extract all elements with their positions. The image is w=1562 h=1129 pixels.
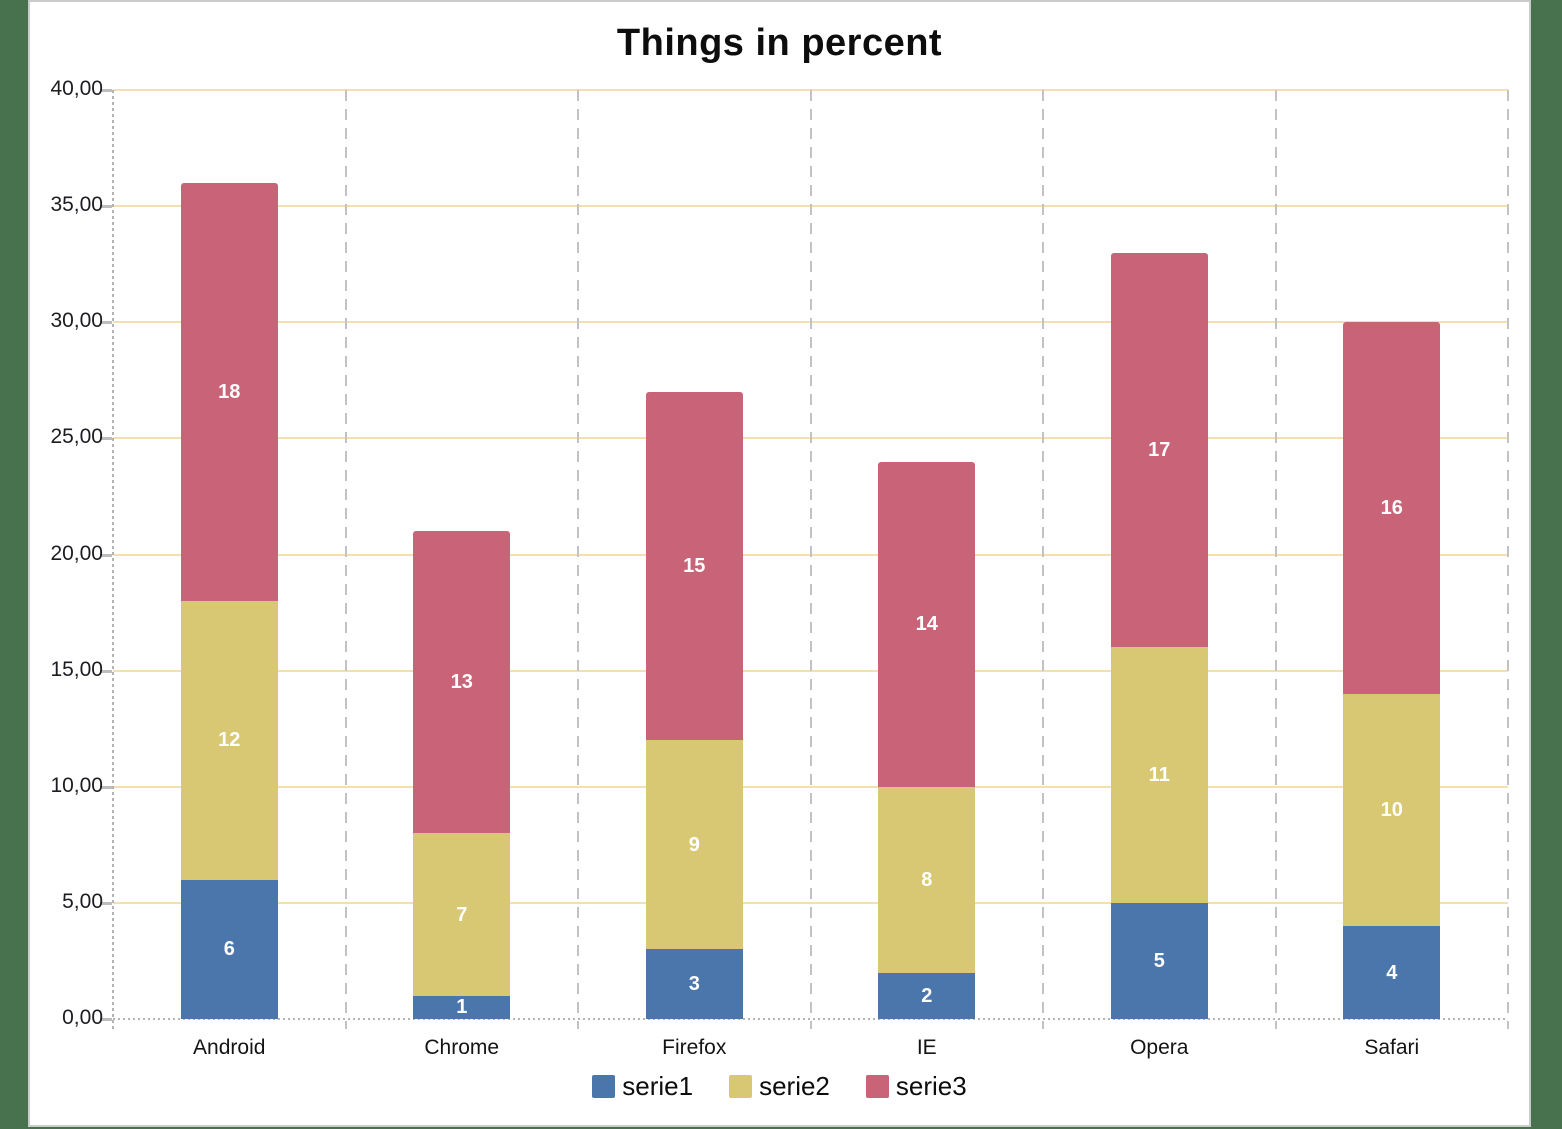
bar-segment-serie2 (878, 786, 976, 973)
bar-segment-serie2 (180, 600, 278, 880)
gridline-vertical-separator (577, 90, 579, 1029)
bar-value-label: 5 (1153, 949, 1165, 972)
bar-value-label: 13 (450, 671, 473, 694)
bar-segment-serie1 (1343, 926, 1441, 1019)
bar-segment-serie2 (1343, 693, 1441, 927)
x-axis-category-label: IE (916, 1036, 937, 1059)
y-axis-tick-label: 5,00 (62, 889, 103, 913)
stacked-bar-safari: 4 10 16 (1343, 322, 1441, 1019)
legend-item-serie3: serie3 (865, 1070, 967, 1102)
bar-value-label: 14 (915, 613, 938, 636)
bar-value-label: 1 (456, 996, 468, 1019)
y-axis-tick (100, 1018, 112, 1021)
y-axis-tick (100, 437, 112, 441)
gridline-vertical-separator (344, 90, 347, 1029)
y-axis-tick-label: 0,00 (62, 1006, 103, 1029)
bar-value-label: 2 (921, 984, 933, 1007)
stacked-bar-firefox: 3 9 15 (645, 391, 743, 1019)
x-axis-category-label: Chrome (424, 1036, 500, 1059)
y-axis-tick (100, 205, 112, 209)
bar-value-label: 10 (1380, 798, 1403, 821)
stacked-bar-opera: 5 11 17 (1110, 252, 1208, 1019)
legend-swatch-serie1 (592, 1074, 616, 1098)
x-axis-category-label: Firefox (662, 1036, 727, 1059)
chart-panel: Things in percent 0,00 5,00 10,00 15,00 20,0… (28, 0, 1531, 1127)
bar-value-label: 18 (218, 380, 241, 403)
bar-segment-serie2 (413, 833, 511, 996)
legend-label: serie2 (759, 1070, 830, 1101)
bar-value-label: 17 (1148, 439, 1171, 461)
bar-value-label: 9 (688, 833, 700, 856)
legend-item-serie1: serie1 (592, 1071, 693, 1102)
bar-segment-serie1 (413, 995, 511, 1019)
bar-segment-serie3 (878, 461, 976, 787)
bar-value-label: 16 (1380, 497, 1403, 520)
bar-segment-serie3 (413, 531, 511, 834)
bar-segment-serie1 (645, 949, 743, 1019)
stacked-bar-chrome: 1 7 13 (413, 531, 511, 1019)
y-axis-tick-label: 25,00 (50, 425, 103, 449)
y-axis-tick (100, 785, 112, 789)
bar-segment-serie3 (1343, 322, 1441, 694)
bar-segment-serie1 (878, 972, 976, 1019)
bar-value-label: 6 (223, 938, 235, 961)
gridline-vertical-separator (1507, 90, 1509, 1029)
y-axis-tick (100, 89, 112, 92)
y-axis-tick (100, 321, 112, 325)
y-axis-tick-label: 30,00 (50, 309, 103, 333)
bar-value-label: 7 (456, 903, 468, 926)
x-axis-category-label: Android (193, 1036, 266, 1059)
y-axis-tick-label: 40,00 (50, 77, 103, 100)
legend-swatch-serie3 (865, 1074, 889, 1098)
bar-value-label: 3 (688, 973, 700, 996)
bar-value-label: 8 (921, 868, 933, 891)
y-axis-tick-label: 10,00 (50, 773, 103, 797)
bar-segment-serie3 (645, 391, 743, 741)
y-axis-tick-label: 35,00 (50, 193, 103, 217)
bar-segment-serie1 (180, 879, 278, 1019)
legend-label: serie1 (622, 1070, 694, 1101)
y-axis-tick (100, 901, 112, 905)
gridline-vertical-separator (809, 90, 812, 1029)
bar-value-label: 15 (683, 555, 706, 578)
plot-area: 0,00 5,00 10,00 15,00 20,00 25,00 30,00 35,00 40… (50, 77, 1509, 1059)
stacked-bar-ie: 2 8 14 (878, 461, 976, 1019)
legend-item-serie2: serie2 (729, 1071, 830, 1102)
y-axis-tick-label: 20,00 (50, 541, 103, 565)
legend-label: serie3 (895, 1070, 967, 1101)
x-axis-category-label: Safari (1364, 1036, 1420, 1059)
bar-segment-serie2 (1110, 647, 1208, 903)
legend-swatch-serie2 (729, 1074, 753, 1098)
x-axis-category-label: Opera (1130, 1036, 1189, 1059)
bar-value-label: 12 (218, 729, 241, 752)
bar-segment-serie3 (1110, 252, 1208, 648)
bar-value-label: 4 (1386, 961, 1398, 984)
bar-segment-serie3 (180, 182, 278, 601)
stacked-bar-android: 6 12 18 (180, 182, 278, 1019)
y-axis-tick (100, 553, 112, 557)
y-axis-line (112, 90, 114, 1029)
bar-segment-serie1 (1110, 902, 1208, 1019)
gridline-vertical-separator (1042, 90, 1044, 1029)
y-axis-tick-label: 15,00 (50, 657, 103, 681)
chart-title: Things in percent (616, 22, 943, 64)
chart-legend: serie1 serie2 serie3 (30, 1066, 1529, 1106)
bar-value-label: 11 (1148, 764, 1170, 787)
bar-segment-serie2 (645, 740, 743, 950)
gridline-vertical-separator (1274, 90, 1277, 1029)
x-axis-baseline (113, 1018, 1508, 1020)
y-axis-tick (100, 669, 112, 673)
